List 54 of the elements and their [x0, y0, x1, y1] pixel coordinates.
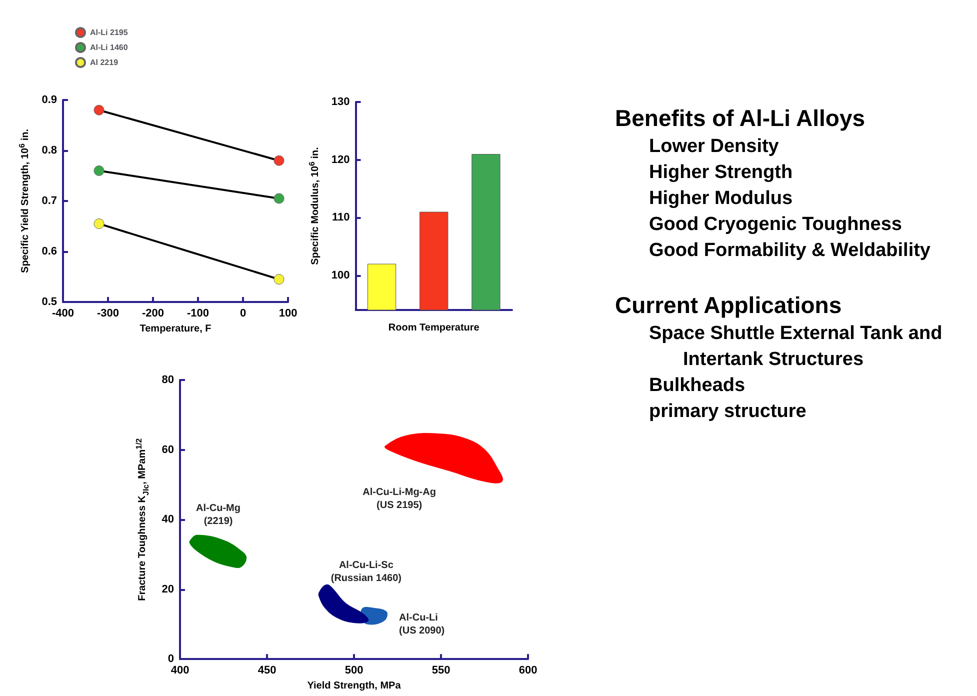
legend-label: Al-Li 2195	[90, 28, 128, 37]
y-axis-title: Specific Modulus, 106 in.	[308, 146, 321, 265]
y-tick-label: 40	[162, 514, 174, 526]
x-tick-label: 100	[278, 308, 298, 320]
y-tick-label: 0.9	[42, 94, 57, 106]
point	[94, 218, 104, 229]
text: Current Applications	[615, 292, 843, 319]
text: Good Formability & Weldability	[649, 239, 932, 263]
y-tick-label: 100	[331, 269, 350, 282]
x-tick-label: -100	[186, 308, 210, 320]
y-tick-label: 0.5	[42, 296, 57, 308]
y-tick-label: 60	[162, 444, 174, 456]
y-tick-label: 0	[168, 653, 174, 666]
x-tick-label: 500	[344, 664, 364, 677]
series-label: Al-Cu-Mg (2219)	[196, 503, 240, 528]
x-tick-label: 600	[518, 664, 538, 677]
point	[94, 165, 104, 176]
x-tick-label: 550	[432, 664, 450, 677]
y-tick-label: 130	[331, 96, 350, 108]
y-tick-label: 0.7	[42, 195, 57, 207]
series-label: Al-Cu-Li-Sc (Russian 1460)	[330, 560, 402, 584]
y-axis-title: Specific Yield Strength, 106 in.	[18, 128, 31, 273]
text: primary structure	[649, 400, 808, 424]
x-axis-title: Room Temperature	[388, 322, 480, 334]
y-tick-label: 20	[162, 583, 174, 596]
legend-label: Al 2219	[90, 58, 119, 67]
x-axis-title: Yield Strength, MPa	[307, 680, 402, 692]
x-tick-label: 0	[240, 308, 246, 320]
text: Higher Strength	[649, 161, 794, 185]
text: Lower Density	[649, 135, 780, 159]
point	[274, 155, 284, 166]
x-tick-label: -300	[96, 308, 120, 320]
text: Space Shuttle External Tank and Intertank Structures	[649, 322, 944, 372]
y-tick-label: 0.8	[42, 144, 57, 156]
x-tick-label: 400	[170, 664, 190, 677]
x-tick-label: 450	[258, 664, 276, 677]
text: Good Cryogenic Toughness	[649, 213, 903, 237]
x-tick-label: -200	[142, 308, 164, 320]
x-tick-label: -400	[52, 308, 74, 320]
x-axis-title: Temperature, F	[140, 323, 212, 334]
series-label: Al-Cu-Li (US 2090)	[399, 612, 445, 636]
y-axis-title: Fracture Toughness KJIc, MPam1/2	[134, 438, 150, 601]
point	[274, 193, 284, 204]
series-label: Al-Cu-Li-Mg-Ag (US 2195)	[362, 487, 436, 512]
text: Higher Modulus	[649, 187, 794, 211]
text: Benefits of Al-Li Alloys	[615, 105, 866, 132]
y-tick-label: 0.6	[42, 246, 57, 258]
point	[274, 274, 284, 285]
y-tick-label: 120	[331, 154, 350, 166]
y-tick-label: 110	[332, 212, 350, 224]
y-tick-label: 80	[162, 374, 174, 386]
text: Bulkheads	[649, 374, 746, 398]
legend-label: Al-Li 1460	[90, 43, 128, 52]
point	[94, 104, 104, 116]
